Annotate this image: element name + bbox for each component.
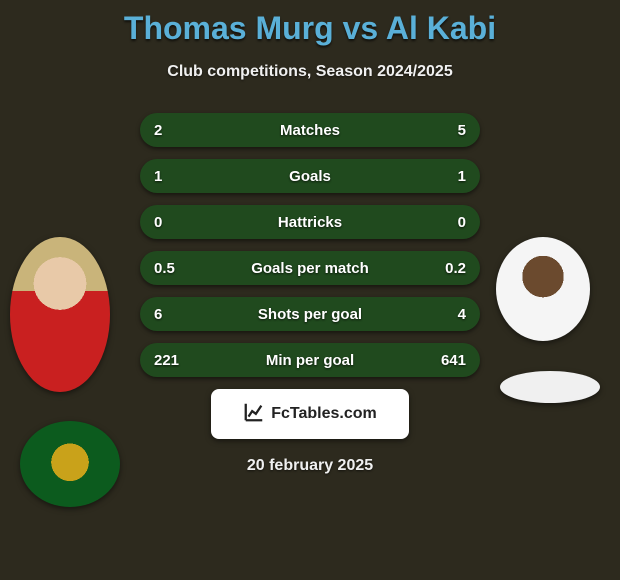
player-2-club-crest	[500, 371, 600, 403]
stat-row-goals: 1 Goals 1	[140, 159, 480, 193]
stat-label: Matches	[280, 122, 340, 139]
stat-row-min-per-goal: 221 Min per goal 641	[140, 343, 480, 377]
stat-left-value: 6	[154, 306, 190, 323]
stat-label: Goals per match	[251, 260, 369, 277]
stat-label: Hattricks	[278, 214, 342, 231]
stat-left-value: 2	[154, 122, 190, 139]
stat-row-hattricks: 0 Hattricks 0	[140, 205, 480, 239]
chart-icon	[243, 401, 265, 428]
stat-right-value: 1	[430, 168, 466, 185]
branding-text: FcTables.com	[271, 405, 377, 423]
stat-right-value: 5	[430, 122, 466, 139]
stat-left-value: 221	[154, 352, 190, 369]
stat-left-value: 0.5	[154, 260, 190, 277]
stat-label: Min per goal	[266, 352, 354, 369]
stat-row-shots-per-goal: 6 Shots per goal 4	[140, 297, 480, 331]
player-1-club-crest	[20, 421, 120, 507]
comparison-title: Thomas Murg vs Al Kabi	[0, 0, 620, 47]
comparison-content: 2 Matches 5 1 Goals 1 0 Hattricks 0 0.5 …	[0, 113, 620, 475]
stat-right-value: 641	[430, 352, 466, 369]
stat-left-value: 0	[154, 214, 190, 231]
stat-label: Goals	[289, 168, 331, 185]
stats-list: 2 Matches 5 1 Goals 1 0 Hattricks 0 0.5 …	[140, 113, 480, 377]
comparison-subtitle: Club competitions, Season 2024/2025	[0, 63, 620, 81]
stat-row-goals-per-match: 0.5 Goals per match 0.2	[140, 251, 480, 285]
stat-left-value: 1	[154, 168, 190, 185]
stat-row-matches: 2 Matches 5	[140, 113, 480, 147]
branding-badge: FcTables.com	[211, 389, 409, 439]
player-2-photo	[496, 237, 590, 341]
stat-right-value: 0.2	[430, 260, 466, 277]
stat-right-value: 0	[430, 214, 466, 231]
stat-label: Shots per goal	[258, 306, 362, 323]
player-1-photo	[10, 237, 110, 392]
stat-right-value: 4	[430, 306, 466, 323]
